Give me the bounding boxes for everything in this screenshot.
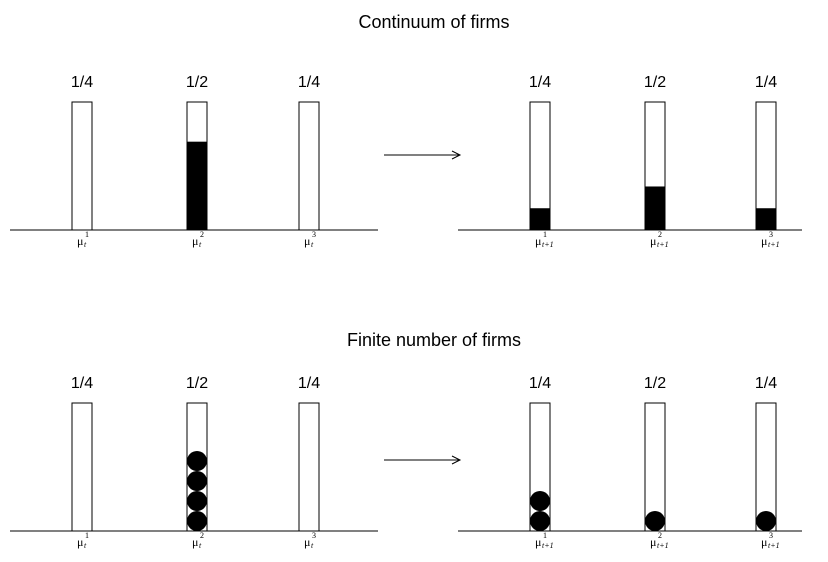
bar-fill	[187, 141, 207, 230]
mu-subscript: t+1	[657, 541, 669, 550]
mu-label: μ	[535, 535, 541, 549]
mu-superscript: 3	[769, 230, 773, 239]
mu-superscript: 2	[658, 531, 662, 540]
bar-top-label: 1/4	[755, 375, 777, 392]
firm-dot	[187, 511, 207, 531]
mu-superscript: 1	[85, 531, 89, 540]
bar-top-label: 1/4	[298, 375, 320, 392]
mu-label: μ	[77, 535, 83, 549]
firm-dot	[530, 491, 550, 511]
mu-superscript: 3	[312, 230, 316, 239]
mu-label: μ	[650, 535, 656, 549]
bar-top-label: 1/2	[186, 375, 208, 392]
bar-top-label: 1/4	[298, 74, 320, 91]
distribution-bar	[71, 101, 93, 231]
mu-superscript: 2	[200, 531, 204, 540]
mu-subscript: t	[311, 240, 314, 249]
bar-top-label: 1/2	[186, 74, 208, 91]
mu-label: μ	[304, 234, 310, 248]
bar-top-label: 1/4	[71, 74, 93, 91]
mu-subscript: t+1	[768, 541, 780, 550]
bar-top-label: 1/4	[529, 375, 551, 392]
mu-subscript: t+1	[657, 240, 669, 249]
mu-subscript: t	[199, 240, 202, 249]
panel-title-finite: Finite number of firms	[347, 330, 521, 350]
bar-fill	[645, 186, 665, 230]
arrow-head-icon	[451, 455, 462, 465]
mu-superscript: 2	[200, 230, 204, 239]
panel-title-continuum: Continuum of firms	[358, 12, 509, 32]
mu-superscript: 1	[85, 230, 89, 239]
firm-dot	[645, 511, 665, 531]
firm-dot	[187, 491, 207, 511]
firm-dot	[187, 451, 207, 471]
mu-label: μ	[535, 234, 541, 248]
mu-label: μ	[650, 234, 656, 248]
mu-label: μ	[761, 535, 767, 549]
distribution-bar	[298, 402, 320, 532]
mu-label: μ	[761, 234, 767, 248]
mu-subscript: t+1	[542, 541, 554, 550]
mu-label: μ	[77, 234, 83, 248]
bar-fill	[756, 208, 776, 230]
bar-top-label: 1/2	[644, 375, 666, 392]
arrow-head-icon	[451, 150, 462, 160]
mu-superscript: 3	[312, 531, 316, 540]
mu-subscript: t	[84, 541, 87, 550]
firm-dot	[530, 511, 550, 531]
bar-top-label: 1/4	[529, 74, 551, 91]
bar-top-label: 1/4	[71, 375, 93, 392]
firm-dot	[756, 511, 776, 531]
firm-dot	[187, 471, 207, 491]
distribution-bar	[71, 402, 93, 532]
mu-superscript: 1	[543, 230, 547, 239]
mu-subscript: t	[199, 541, 202, 550]
bar-top-label: 1/2	[644, 74, 666, 91]
bar-top-label: 1/4	[755, 74, 777, 91]
distribution-bar	[298, 101, 320, 231]
mu-label: μ	[304, 535, 310, 549]
bar-fill	[530, 208, 550, 230]
mu-subscript: t	[84, 240, 87, 249]
mu-superscript: 3	[769, 531, 773, 540]
diagram-drawing: 1/4μ 1t1/2μ 2t1/4μ 3t1/4μ 1t+11/2μ 2t+11/4μ 3t…	[10, 74, 802, 550]
mu-subscript: t	[311, 541, 314, 550]
mu-subscript: t+1	[768, 240, 780, 249]
mu-label: μ	[192, 234, 198, 248]
mu-subscript: t+1	[542, 240, 554, 249]
mu-superscript: 1	[543, 531, 547, 540]
mu-superscript: 2	[658, 230, 662, 239]
mu-label: μ	[192, 535, 198, 549]
